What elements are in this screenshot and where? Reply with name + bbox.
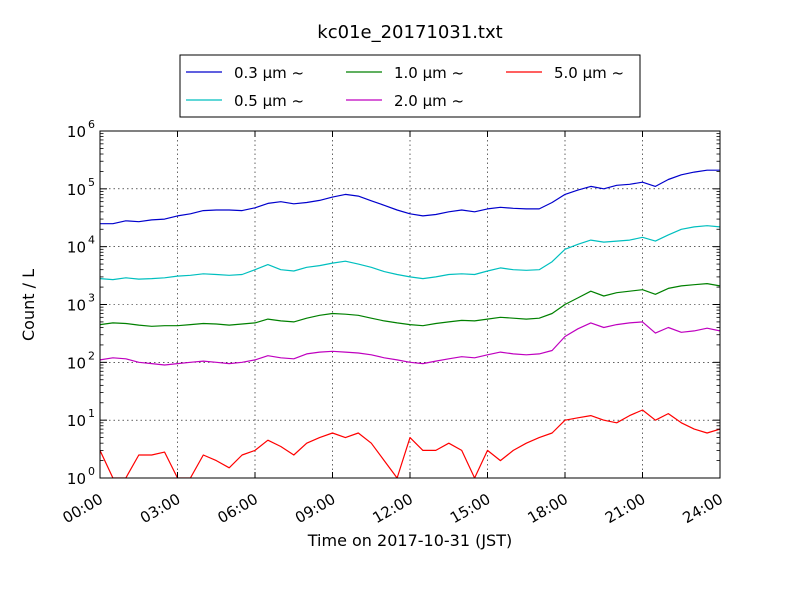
series-line-4	[100, 409, 720, 478]
y-tick-base: 10	[67, 297, 86, 315]
y-tick-base: 10	[67, 470, 86, 488]
legend-label-2: 1.0 μm ~	[394, 64, 464, 82]
y-tick-label: 10	[67, 354, 86, 372]
y-tick-exponent: 3	[88, 292, 95, 305]
y-tick-exponent: 4	[88, 234, 95, 247]
y-tick-label: 10	[67, 470, 86, 488]
y-tick-exponent: 2	[88, 349, 95, 362]
legend-label-4: 5.0 μm ~	[554, 64, 624, 82]
y-tick-base: 10	[67, 239, 86, 257]
series-line-1	[100, 225, 720, 281]
y-tick-label: 10	[67, 297, 86, 315]
y-tick-base: 10	[67, 412, 86, 430]
legend-label-1: 0.5 μm ~	[234, 92, 304, 110]
series-line-2	[100, 283, 720, 327]
y-tick-exponent: 1	[88, 407, 95, 420]
legend: 0.3 μm ~ 0.5 μm ~ 1.0 μm ~ 2.0 μm ~ 5.0 μm ~	[179, 54, 641, 118]
series-line-3	[100, 321, 720, 366]
chart-title: kc01e_20171031.txt	[317, 22, 502, 43]
y-tick-base: 10	[67, 123, 86, 141]
axis-ticks	[99, 130, 721, 479]
y-tick-exponent: 5	[88, 176, 95, 189]
y-axis-label: Count / L	[19, 269, 38, 341]
y-tick-label: 10	[67, 181, 86, 199]
y-tick-exponent: 6	[88, 118, 95, 131]
y-tick-exponent: 0	[88, 465, 95, 478]
legend-label-0: 0.3 μm ~	[234, 64, 304, 82]
x-axis-label: Time on 2017-10-31 (JST)	[307, 531, 512, 550]
series-line-0	[100, 169, 720, 225]
plot-series	[100, 169, 720, 478]
y-tick-label: 10	[67, 123, 86, 141]
y-tick-label: 10	[67, 412, 86, 430]
y-tick-label: 10	[67, 239, 86, 257]
y-tick-base: 10	[67, 181, 86, 199]
y-tick-base: 10	[67, 354, 86, 372]
legend-box	[179, 54, 641, 118]
legend-label-3: 2.0 μm ~	[394, 92, 464, 110]
